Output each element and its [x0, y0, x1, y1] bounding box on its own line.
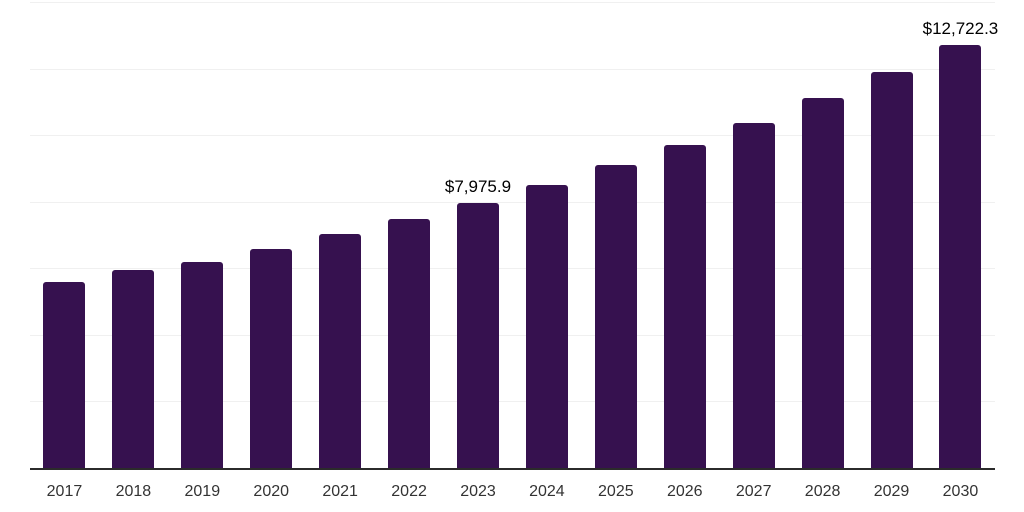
x-tick-label-2017: 2017	[46, 483, 83, 500]
bar-slot-2026	[650, 2, 719, 468]
gridline	[30, 135, 995, 137]
bar-2020	[250, 248, 293, 468]
x-tick-label-2026: 2026	[666, 483, 703, 500]
x-tick-label-2022: 2022	[391, 483, 427, 500]
gridline	[30, 201, 995, 203]
x-tick-label-2021: 2021	[322, 483, 358, 500]
bar-2029	[870, 72, 913, 468]
gridline	[30, 268, 995, 270]
x-tick-label-2029: 2029	[873, 483, 910, 500]
x-tick-label-2020: 2020	[253, 483, 290, 500]
bar-slot-2024	[512, 2, 581, 468]
bar-slot-2030: $12,722.3	[923, 2, 998, 468]
bar-2028	[801, 98, 844, 468]
gridline	[30, 334, 995, 336]
bar-2022	[388, 219, 431, 468]
bar-2026	[663, 145, 706, 468]
bar-2023	[456, 202, 499, 468]
bar-slot-2027	[719, 2, 788, 468]
bar-slot-2021	[306, 2, 375, 468]
bar-2030	[939, 44, 982, 468]
bar-slot-2020	[237, 2, 306, 468]
bar-slot-2029	[857, 2, 926, 468]
bar-2024	[525, 185, 568, 468]
gridline	[30, 401, 995, 403]
bar-2025	[594, 164, 637, 468]
bar-value-label-2030: $12,722.3	[922, 18, 999, 38]
bar-2018	[112, 269, 155, 468]
x-tick-label-2030: 2030	[942, 483, 979, 500]
bar-slot-2025	[581, 2, 650, 468]
bar-slot-2018	[99, 2, 168, 468]
bar-slot-2023: $7,975.9	[444, 2, 513, 468]
bar-slot-2028	[788, 2, 857, 468]
bar-2021	[319, 234, 362, 468]
bar-slot-2022	[375, 2, 444, 468]
bar-2017	[43, 281, 86, 468]
bars-row: $7,975.9 $12,722.3	[30, 2, 998, 468]
x-tick-label-2024: 2024	[529, 483, 565, 500]
x-tick-label-2028: 2028	[804, 483, 841, 500]
bar-slot-2017	[30, 2, 99, 468]
x-tick-label-2018: 2018	[115, 483, 152, 500]
x-tick-label-2027: 2027	[735, 483, 772, 500]
x-tick-label-2019: 2019	[184, 483, 221, 500]
bar-value-label-2023: $7,975.9	[444, 176, 512, 196]
plot-area: $7,975.9 $12,722.3	[30, 2, 998, 470]
bar-2019	[181, 261, 224, 468]
x-tick-label-2025: 2025	[598, 483, 634, 500]
x-axis: 2017 2018 2019 2020 2021 2022 2023 2024 2025 2026…	[30, 481, 995, 503]
gridline	[30, 68, 995, 70]
bar-slot-2019	[168, 2, 237, 468]
x-tick-label-2023: 2023	[460, 483, 496, 500]
gridline	[30, 2, 995, 3]
bar-2027	[732, 123, 775, 468]
